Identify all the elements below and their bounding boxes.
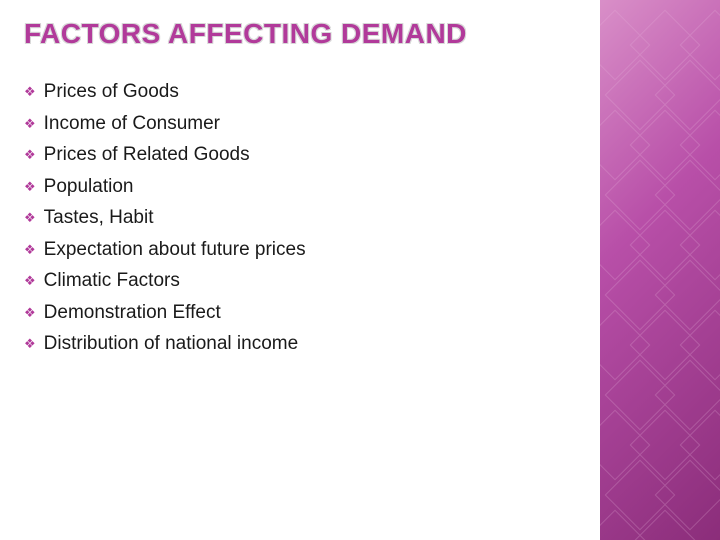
list-item: ❖ Demonstration Effect [24, 299, 564, 327]
slide-title: FACTORS AFFECTING DEMAND [24, 18, 467, 50]
bullet-icon: ❖ [24, 115, 36, 134]
bullet-icon: ❖ [24, 335, 36, 354]
bullet-text: Prices of Related Goods [44, 141, 564, 169]
list-item: ❖ Income of Consumer [24, 110, 564, 138]
list-item: ❖ Distribution of national income [24, 330, 564, 358]
list-item: ❖ Climatic Factors [24, 267, 564, 295]
bullet-text: Expectation about future prices [44, 236, 564, 264]
bullet-text: Distribution of national income [44, 330, 564, 358]
bullet-icon: ❖ [24, 304, 36, 323]
slide: FACTORS AFFECTING DEMAND ❖ Prices of Goo… [0, 0, 720, 540]
bullet-icon: ❖ [24, 241, 36, 260]
diamond-pattern [600, 0, 720, 540]
list-item: ❖ Prices of Related Goods [24, 141, 564, 169]
bullet-text: Population [44, 173, 564, 201]
list-item: ❖ Tastes, Habit [24, 204, 564, 232]
bullet-text: Prices of Goods [44, 78, 564, 106]
side-decoration [600, 0, 720, 540]
bullet-text: Tastes, Habit [44, 204, 564, 232]
list-item: ❖ Prices of Goods [24, 78, 564, 106]
bullet-icon: ❖ [24, 83, 36, 102]
bullet-icon: ❖ [24, 146, 36, 165]
bullet-text: Income of Consumer [44, 110, 564, 138]
list-item: ❖ Expectation about future prices [24, 236, 564, 264]
bullet-text: Demonstration Effect [44, 299, 564, 327]
list-item: ❖ Population [24, 173, 564, 201]
bullet-icon: ❖ [24, 272, 36, 291]
bullet-text: Climatic Factors [44, 267, 564, 295]
bullet-list: ❖ Prices of Goods ❖ Income of Consumer ❖… [24, 78, 564, 362]
bullet-icon: ❖ [24, 209, 36, 228]
bullet-icon: ❖ [24, 178, 36, 197]
